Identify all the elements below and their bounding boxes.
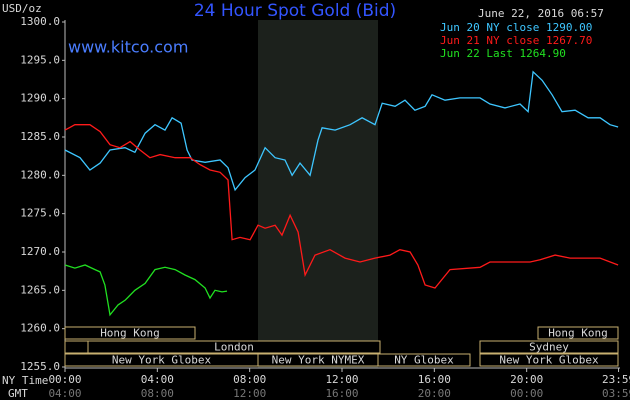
gmt-tick-label: 12:00 xyxy=(233,387,266,400)
session: Hong Kong xyxy=(537,326,619,340)
session-box xyxy=(377,353,471,367)
legend-entry: Jun 22 Last 1264.90 xyxy=(440,47,566,60)
x-tick-label: 20:00 xyxy=(510,373,543,386)
legend-entry: Jun 21 NY close 1267.70 xyxy=(440,34,592,47)
y-tick-label: 1285.0 xyxy=(20,130,60,143)
gmt-tick-label: 20:00 xyxy=(418,387,451,400)
gmt-tick-label: 16:00 xyxy=(325,387,358,400)
y-tick-label: 1265.0 xyxy=(20,283,60,296)
x-tick-label: 08:00 xyxy=(233,373,266,386)
x-tick-label: 16:00 xyxy=(418,373,451,386)
session: Hong Kong xyxy=(64,326,196,340)
y-tick-label: 1270.0 xyxy=(20,245,60,258)
watermark: www.kitco.com xyxy=(68,38,188,57)
session-label: Hong Kong xyxy=(548,327,608,340)
y-axis-label: USD/oz xyxy=(2,2,42,15)
session-label: New York NYMEX xyxy=(272,354,365,367)
y-tick-label: 1280.0 xyxy=(20,168,60,181)
session-box xyxy=(64,326,196,340)
session-label: New York Globex xyxy=(499,354,599,367)
session-box xyxy=(479,353,619,367)
chart-title: 24 Hour Spot Gold (Bid) xyxy=(194,1,396,21)
session: NY Globex xyxy=(377,353,471,367)
session-label: New York Globex xyxy=(112,354,212,367)
gmt-tick-label: 00:00 xyxy=(510,387,543,400)
session-box xyxy=(87,340,381,354)
session-box xyxy=(537,326,619,340)
session: London xyxy=(87,340,381,354)
y-tick-label: 1255.0 xyxy=(20,360,60,373)
price-line xyxy=(64,124,619,289)
x-tick-label: 04:00 xyxy=(141,373,174,386)
gmt-tick-label: 04:00 xyxy=(48,387,81,400)
session-label: London xyxy=(214,341,254,354)
gmt-tick-label: 08:00 xyxy=(141,387,174,400)
price-line xyxy=(64,70,619,192)
gmt-tick-label: 03:59 xyxy=(602,387,630,400)
x-tick-label: 23:59 xyxy=(602,373,630,386)
session-box xyxy=(64,340,89,354)
session: New York Globex xyxy=(479,353,619,367)
session: New York Globex xyxy=(64,353,259,367)
timestamp: June 22, 2016 06:57 xyxy=(478,7,604,20)
session-label: Hong Kong xyxy=(100,327,160,340)
nymex-shade xyxy=(258,20,378,368)
y-tick-label: 1295.0 xyxy=(20,53,60,66)
y-tick-label: 1260.0 xyxy=(20,322,60,335)
session: Sydney xyxy=(479,340,619,354)
session-label: Sydney xyxy=(529,341,569,354)
x-axis-label: NY Time xyxy=(2,374,48,387)
x-tick-label: 12:00 xyxy=(325,373,358,386)
legend-entry: Jun 20 NY close 1290.00 xyxy=(440,21,592,34)
y-tick-label: 1300.0 xyxy=(20,15,60,28)
price-line xyxy=(64,264,228,317)
x2-axis-label: GMT xyxy=(8,387,28,400)
session-label: NY Globex xyxy=(394,354,454,367)
y-tick-label: 1290.0 xyxy=(20,92,60,105)
session: New York NYMEX xyxy=(257,353,379,367)
session-box xyxy=(479,340,619,354)
y-tick-label: 1275.0 xyxy=(20,207,60,220)
x-tick-label: 00:00 xyxy=(48,373,81,386)
